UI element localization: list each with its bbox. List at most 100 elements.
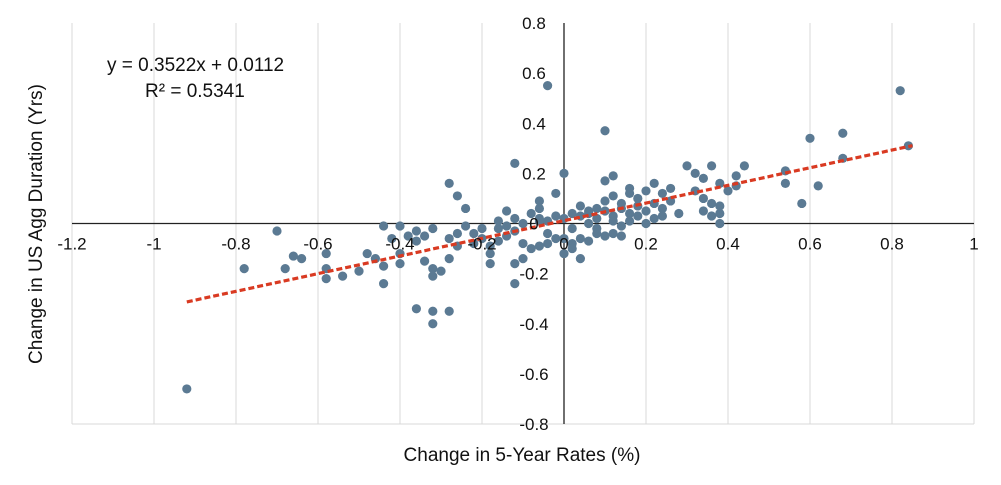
data-point [625, 208, 635, 219]
data-point [592, 223, 602, 234]
data-point [502, 206, 512, 216]
data-point [534, 203, 545, 214]
data-point [805, 133, 815, 143]
data-point [657, 203, 668, 214]
data-point [600, 126, 610, 136]
data-point [321, 274, 331, 284]
data-point [461, 221, 471, 231]
data-point [182, 384, 192, 394]
data-point [567, 223, 577, 234]
data-point [280, 264, 290, 274]
data-point [288, 251, 298, 261]
data-point [657, 188, 668, 199]
data-point [616, 198, 627, 209]
data-point [608, 191, 618, 201]
data-point [567, 243, 577, 254]
data-point [657, 211, 668, 221]
data-point [715, 178, 725, 188]
data-point [510, 259, 520, 269]
x-tick-label: -1.2 [57, 235, 86, 254]
data-point [575, 253, 586, 264]
data-point [428, 264, 438, 274]
data-point [469, 228, 479, 239]
data-point [510, 279, 520, 289]
data-point [592, 203, 602, 214]
data-point [420, 256, 430, 266]
data-point [461, 203, 471, 214]
data-point [690, 168, 700, 178]
x-tick-label: 0.4 [716, 235, 740, 254]
data-point [297, 253, 307, 264]
y-tick-label: -0.6 [519, 365, 548, 384]
x-tick-label: 0 [559, 235, 568, 254]
data-point [395, 221, 405, 231]
y-tick-label: -0.2 [519, 265, 548, 284]
data-point [534, 216, 545, 226]
data-point [731, 171, 741, 181]
data-point [428, 319, 438, 329]
y-tick-label: 0.2 [522, 164, 546, 183]
data-point [543, 228, 553, 239]
r-squared-annotation: R² = 0.5341 [145, 81, 245, 102]
data-point [518, 218, 528, 229]
data-point [428, 271, 438, 281]
y-axis-title: Change in US Agg Duration (Yrs) [26, 84, 47, 364]
data-point [625, 183, 635, 194]
y-tick-label: 0.4 [522, 114, 546, 133]
data-point [649, 178, 659, 188]
data-point [723, 186, 733, 196]
data-point [600, 196, 610, 206]
data-point [584, 218, 594, 229]
y-tick-label: 0.8 [522, 14, 546, 33]
data-point [616, 221, 627, 231]
data-point [715, 201, 725, 211]
data-point [551, 211, 561, 221]
data-point [452, 228, 462, 239]
y-tick-label: -0.4 [519, 315, 548, 334]
data-point [387, 233, 397, 244]
data-point [272, 226, 282, 236]
data-point [559, 168, 569, 178]
data-point [534, 241, 545, 251]
data-point [666, 183, 676, 194]
data-point [321, 248, 331, 259]
data-point [428, 223, 438, 234]
data-point [813, 181, 823, 191]
data-point [436, 266, 446, 276]
data-point [633, 193, 643, 204]
data-point [608, 228, 618, 239]
x-tick-label: 0.8 [880, 235, 904, 254]
data-point [559, 233, 569, 244]
data-point [485, 248, 495, 259]
data-point [403, 231, 413, 241]
x-tick-label: -0.4 [385, 235, 414, 254]
data-point [584, 236, 594, 246]
data-point [239, 264, 249, 274]
data-point [411, 304, 421, 314]
equation-annotation: y = 0.3522x + 0.0112 [107, 55, 284, 76]
data-point [534, 196, 545, 206]
y-tick-label: 0.6 [522, 64, 546, 83]
data-point [338, 271, 348, 281]
data-point [493, 223, 503, 234]
data-point [502, 221, 512, 231]
data-point [379, 279, 389, 289]
data-point [551, 233, 561, 244]
data-point [493, 236, 503, 246]
data-point [452, 191, 462, 201]
data-point [518, 238, 528, 249]
data-point [444, 233, 454, 244]
data-point [428, 306, 438, 316]
data-point [797, 198, 807, 209]
data-point [707, 161, 717, 171]
data-point [616, 231, 627, 241]
trendline-group [186, 144, 913, 304]
data-point [895, 86, 905, 96]
data-point [510, 158, 520, 168]
data-point [608, 216, 618, 226]
data-point [641, 186, 651, 196]
trendline [186, 144, 913, 304]
x-tick-label: -0.6 [303, 235, 332, 254]
data-point [485, 259, 495, 269]
data-point [551, 188, 561, 199]
